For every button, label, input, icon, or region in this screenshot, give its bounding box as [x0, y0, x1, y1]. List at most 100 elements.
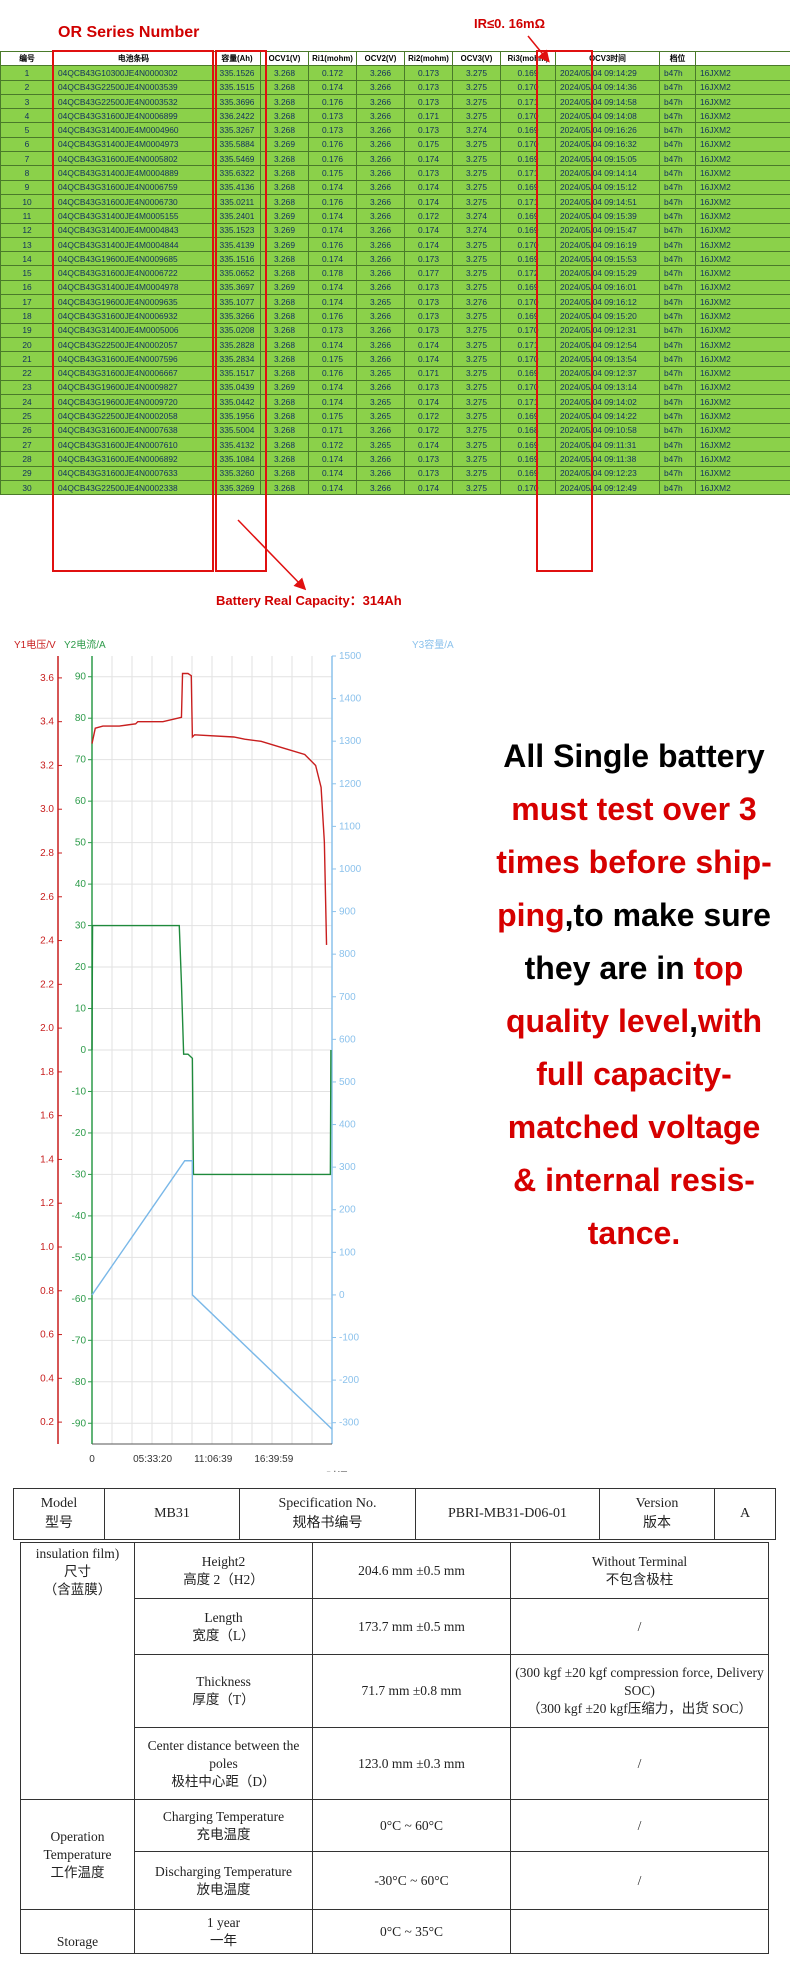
table-row: 29 04QCB43G31600JE4N0007633 335.3260 3.268 0…: [0, 465, 790, 481]
statement-part-6: with full capacity-matched voltage & int…: [507, 1003, 763, 1251]
annotation-arrows: [237, 35, 550, 591]
y2-tick-label: -60: [72, 1294, 87, 1305]
table-cell: 0.170: [500, 108, 556, 124]
y1-tick-label: 0.4: [40, 1373, 54, 1384]
y3-tick-label: 1200: [339, 779, 362, 790]
discharging-temp-label: Discharging Temperature 放电温度: [134, 1851, 313, 1910]
table-cell: 3.266: [356, 336, 405, 353]
col-header: 编号: [0, 50, 54, 67]
table-cell: 16JXM2: [695, 351, 790, 367]
table-cell: 4: [0, 108, 54, 124]
y2-tick-label: 20: [75, 962, 87, 973]
table-cell: 04QCB43G10300JE4N0000302: [53, 65, 214, 81]
table-cell: 0.169: [500, 365, 556, 381]
y3-axis-label: Y3容量/A: [412, 638, 454, 651]
table-cell: 2024/05/04 09:15:12: [555, 179, 660, 195]
col-header: 电池条码: [53, 50, 214, 67]
table-cell: 0.171: [500, 93, 556, 110]
table-cell: 0.173: [404, 122, 453, 138]
y2-tick-label: -90: [72, 1418, 87, 1429]
table-cell: 16JXM2: [695, 236, 790, 253]
table-row: 16 04QCB43G31400JE4M0004978 335.3697 3.269 0…: [0, 279, 790, 296]
table-cell: 2024/05/04 09:15:05: [555, 151, 660, 167]
table-cell: 5: [0, 122, 54, 138]
length-value: 173.7 mm ±0.5 mm: [312, 1598, 511, 1655]
table-cell: 0.173: [308, 108, 357, 124]
col-header: 档位: [659, 50, 696, 67]
center-distance-label: Center distance between the poles 极柱中心距（D…: [134, 1727, 313, 1800]
table-row: 2 04QCB43G22500JE4N0003539 335.1515 3.268 0.…: [0, 79, 790, 95]
table-cell: 3.266: [356, 136, 405, 153]
table-row: 7 04QCB43G31600JE4N0005802 335.5469 3.268 0.…: [0, 151, 790, 167]
table-cell: 0.176: [308, 151, 357, 167]
chart-svg: 0.2 0.4 0.6 0.8 1.0 1.2 1.4 1.6 1.8 2.0 2.2 2.4 2.6 2…: [14, 638, 454, 1483]
y3-tick-label: 400: [339, 1120, 356, 1131]
y1-tick-label: 2.8: [40, 848, 54, 859]
table-cell: 04QCB43G31600JE4N0006722: [53, 265, 214, 281]
table-cell: 3.268: [260, 93, 309, 110]
table-cell: 3.268: [260, 408, 309, 424]
table-cell: 16JXM2: [695, 251, 790, 267]
table-cell: 3.268: [260, 422, 309, 439]
table-cell: 0.174: [308, 379, 357, 396]
thickness-value: 71.7 mm ±0.8 mm: [312, 1654, 511, 1728]
table-cell: 335.3267: [213, 122, 261, 138]
table-cell: 16JXM2: [695, 294, 790, 310]
table-cell: 0.170: [500, 379, 556, 396]
table-cell: 04QCB43G31600JE4N0006892: [53, 451, 214, 467]
table-cell: 2024/05/04 09:12:37: [555, 365, 660, 381]
table-row: 24 04QCB43G19600JE4N0009720 335.0442 3.268 0…: [0, 394, 790, 410]
table-cell: 3.266: [356, 422, 405, 439]
table-cell: 335.4136: [213, 179, 261, 195]
y3-tick-label: 0: [339, 1290, 345, 1301]
table-cell: b47h: [659, 93, 696, 110]
table-cell: 04QCB43G22500JE4N0002338: [53, 479, 214, 496]
table-cell: 335.5469: [213, 151, 261, 167]
y1-tick-label: 3.2: [40, 760, 54, 771]
table-cell: 3.275: [452, 308, 501, 324]
table-cell: 3.275: [452, 79, 501, 95]
table-cell: 10: [0, 193, 54, 210]
table-cell: 3.266: [356, 236, 405, 253]
table-cell: b47h: [659, 122, 696, 138]
y1-tick-label: 1.8: [40, 1067, 54, 1078]
statement-part-4: top quality level: [505, 950, 744, 1039]
table-cell: 16JXM2: [695, 122, 790, 138]
table-cell: 0.174: [308, 79, 357, 95]
table-cell: 3.266: [356, 322, 405, 338]
y2-tick-label: -10: [72, 1086, 87, 1097]
table-cell: 335.4139: [213, 236, 261, 253]
table-cell: 0.174: [308, 208, 357, 224]
table-cell: 8: [0, 165, 54, 181]
table-cell: b47h: [659, 322, 696, 338]
table-cell: 335.0442: [213, 394, 261, 410]
table-cell: 04QCB43G31400JE4M0005155: [53, 208, 214, 224]
col-header: Ri1(mohm): [308, 50, 357, 67]
table-cell: 0.171: [308, 422, 357, 439]
y1-axis-label: Y1电压/V: [14, 638, 56, 651]
table-row: 15 04QCB43G31600JE4N0006722 335.0652 3.268 0…: [0, 265, 790, 281]
table-cell: 3.265: [356, 437, 405, 453]
table-cell: 3.266: [356, 122, 405, 138]
table-cell: 14: [0, 251, 54, 267]
table-cell: 19: [0, 322, 54, 338]
table-row: 18 04QCB43G31600JE4N0006932 335.3266 3.268 0…: [0, 308, 790, 324]
spec-detail-table: insulation film) 尺寸 （含蓝膜） Height2 高度 2（H2） …: [20, 1542, 769, 1954]
table-cell: 335.1515: [213, 79, 261, 95]
table-cell: 0.171: [500, 336, 556, 353]
x-tick-label: 05:33:20: [133, 1454, 172, 1465]
table-cell: 2024/05/04 09:15:47: [555, 222, 660, 238]
table-cell: 3.268: [260, 179, 309, 195]
statement-part-1: All Single battery: [503, 738, 765, 774]
table-cell: 3.268: [260, 451, 309, 467]
table-cell: 0.172: [308, 65, 357, 81]
table-cell: 3.269: [260, 208, 309, 224]
y3-tick-label: 200: [339, 1205, 356, 1216]
real-capacity-annotation: Battery Real Capacity：314Ah: [216, 593, 402, 608]
table-row: 11 04QCB43G31400JE4M0005155 335.2401 3.269 0…: [0, 208, 790, 224]
table-cell: 0.170: [500, 136, 556, 153]
y1-tick-label: 3.6: [40, 673, 54, 684]
y2-tick-label: -40: [72, 1211, 87, 1222]
table-cell: 0.174: [308, 222, 357, 238]
y1-tick-label: 1.2: [40, 1198, 54, 1209]
